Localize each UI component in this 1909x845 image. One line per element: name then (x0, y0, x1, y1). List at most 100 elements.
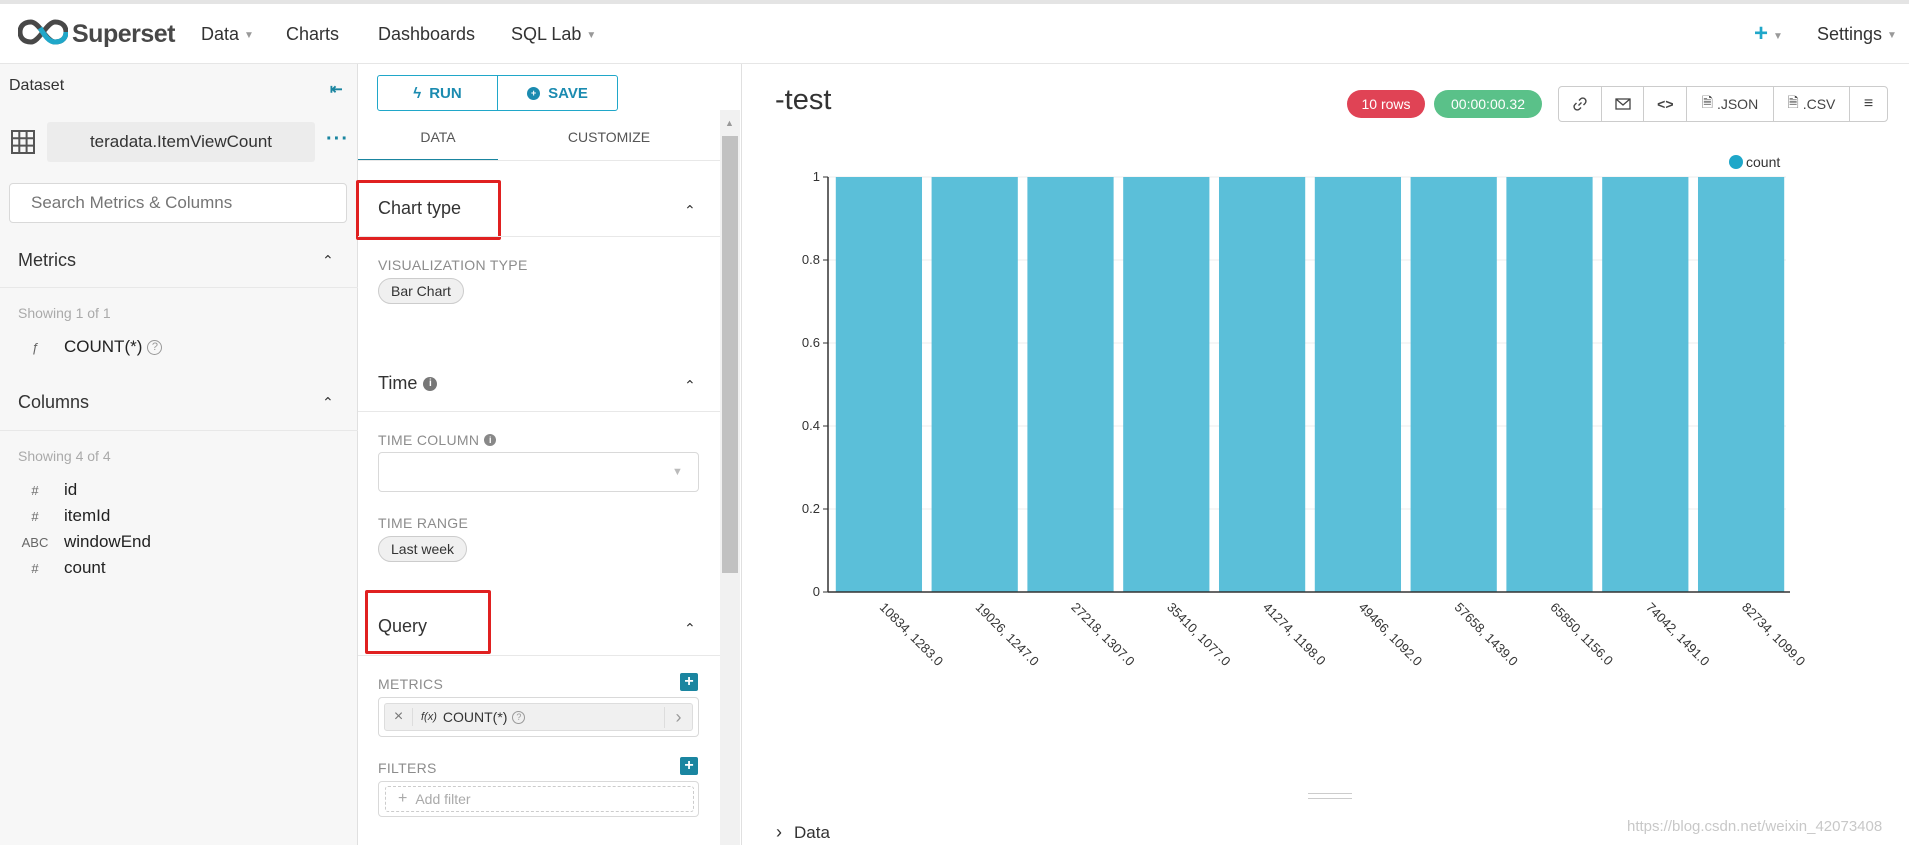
x-tick-label: 74042, 1491.0 (1643, 600, 1712, 669)
tab-customize[interactable]: CUSTOMIZE (567, 129, 651, 145)
nav-charts[interactable]: Charts (286, 24, 340, 44)
x-tick-label: 65850, 1156.0 (1547, 600, 1616, 669)
chart-title[interactable]: -test (775, 84, 832, 116)
bar (1602, 177, 1689, 592)
column-name: id (64, 480, 78, 499)
help-icon[interactable]: ? (147, 339, 163, 355)
bar (1506, 177, 1593, 592)
chevron-right-icon[interactable]: › (664, 706, 692, 728)
superset-logo-icon[interactable] (18, 18, 68, 46)
divider (358, 160, 720, 161)
time-column-select[interactable] (378, 452, 699, 492)
numeric-type-icon: # (31, 560, 39, 576)
time-range-label: TIME RANGE (378, 515, 469, 531)
add-filter-label: Add filter (415, 791, 471, 807)
column-item[interactable]: # count (20, 558, 105, 578)
settings-label: Settings (1817, 24, 1883, 44)
nav-dashboards[interactable]: Dashboards (378, 24, 476, 44)
embed-code-button[interactable]: <> (1644, 87, 1688, 121)
new-item-button[interactable]: + ▼ (1754, 20, 1783, 48)
plus-icon: + (398, 790, 408, 807)
add-filter-button[interactable]: + Add filter (378, 781, 699, 817)
y-tick-label: 1 (813, 169, 820, 184)
export-csv-button[interactable]: 🗎 .CSV (1774, 87, 1851, 121)
run-button[interactable]: ϟ RUN (377, 75, 498, 111)
search-metrics-columns-input[interactable] (9, 183, 347, 223)
chevron-up-icon[interactable]: ⌄ (322, 394, 334, 410)
y-tick-label: 0.8 (802, 252, 820, 267)
chevron-up-icon[interactable]: ⌄ (322, 252, 334, 268)
add-filter-plus-button[interactable]: + (680, 757, 698, 775)
bar (1697, 177, 1785, 592)
add-filter-dropzone: + Add filter (385, 786, 694, 812)
dataset-name[interactable]: teradata.ItemViewCount (47, 122, 315, 162)
x-tick-label: 49466, 1092.0 (1356, 600, 1425, 669)
x-tick-label: 82734, 1099.0 (1739, 600, 1808, 669)
viz-type-label: VISUALIZATION TYPE (378, 257, 528, 273)
csv-label: .CSV (1802, 96, 1836, 112)
chevron-up-icon[interactable]: ⌄ (684, 620, 696, 636)
divider (0, 430, 358, 431)
filters-label: FILTERS (378, 760, 437, 776)
caret-down-icon: ▼ (244, 30, 254, 41)
caret-down-icon: ▼ (1773, 31, 1783, 42)
copy-link-button[interactable] (1559, 87, 1602, 121)
top-navbar (0, 0, 1909, 64)
query-section-title[interactable]: Query (378, 616, 428, 636)
collapse-panel-icon[interactable]: ⇤ (330, 81, 343, 98)
nav-sql-lab[interactable]: SQL Lab ▼ (511, 24, 596, 45)
viz-type-pill[interactable]: Bar Chart (378, 278, 464, 304)
tab-data[interactable]: DATA (420, 129, 456, 145)
more-menu-button[interactable]: ≡ (1850, 87, 1887, 121)
remove-icon[interactable]: × (385, 708, 413, 726)
chevron-up-icon[interactable]: ⌄ (684, 377, 696, 393)
info-icon[interactable]: i (423, 376, 438, 391)
metric-tag[interactable]: × f(x) COUNT(*) ? › (384, 703, 693, 731)
file-icon: 🗎 (1701, 94, 1713, 110)
menu-icon: ≡ (1863, 95, 1874, 112)
bar (1218, 177, 1306, 592)
chart-type-section-title[interactable]: Chart type (378, 198, 462, 218)
plus-circle-icon: + (527, 86, 541, 100)
time-section-header[interactable]: Time i (378, 373, 438, 394)
scroll-up-arrow-icon[interactable]: ▲ (725, 118, 734, 128)
column-item[interactable]: # id (20, 480, 77, 500)
info-icon[interactable]: i (484, 434, 497, 446)
help-icon[interactable]: ? (512, 710, 526, 724)
highlight-box (356, 180, 501, 240)
function-icon: ƒ (31, 339, 39, 355)
export-json-button[interactable]: 🗎 .JSON (1687, 87, 1774, 121)
nav-data[interactable]: Data ▼ (201, 24, 254, 45)
more-options-icon[interactable]: ··· (326, 128, 349, 150)
bar (1027, 177, 1114, 592)
column-item[interactable]: ABC windowEnd (20, 532, 151, 552)
columns-section-title[interactable]: Columns (18, 392, 90, 412)
divider (358, 411, 720, 412)
time-column-label-row: TIME COLUMN i (378, 432, 497, 448)
email-button[interactable] (1602, 87, 1645, 121)
caret-down-icon: ▼ (586, 30, 597, 41)
data-section-toggle[interactable]: › Data (776, 822, 830, 843)
metric-name: COUNT(*) (64, 337, 143, 356)
caret-down-icon: ▼ (1887, 30, 1897, 41)
y-tick-label: 0.6 (802, 335, 820, 350)
x-tick-label: 41274, 1198.0 (1260, 600, 1329, 669)
scrollbar-thumb[interactable] (722, 136, 738, 573)
settings-menu[interactable]: Settings ▼ (1817, 24, 1897, 45)
save-button[interactable]: + SAVE (497, 75, 618, 111)
time-range-pill[interactable]: Last week (378, 536, 468, 562)
divider (358, 655, 720, 656)
x-tick-label: 27218, 1307.0 (1068, 600, 1137, 669)
metrics-showing-count: Showing 1 of 1 (18, 305, 111, 321)
bar-chart: 0 0.2 0.4 0.6 0.8 1 10834, 1283.0 19026, 1247.0… (802, 154, 1808, 669)
column-item[interactable]: # itemId (20, 506, 110, 526)
add-metric-button[interactable]: + (680, 673, 698, 691)
chevron-up-icon[interactable]: ⌄ (684, 202, 696, 218)
divider (358, 236, 720, 237)
x-tick-label: 10834, 1283.0 (877, 600, 946, 669)
resize-handle[interactable] (1308, 793, 1352, 799)
brand-name[interactable]: Superset (72, 20, 175, 48)
metrics-section-title[interactable]: Metrics (18, 250, 76, 270)
chevron-down-icon: ▼ (672, 466, 683, 478)
metric-item[interactable]: ƒ COUNT(*) ? (20, 337, 163, 357)
